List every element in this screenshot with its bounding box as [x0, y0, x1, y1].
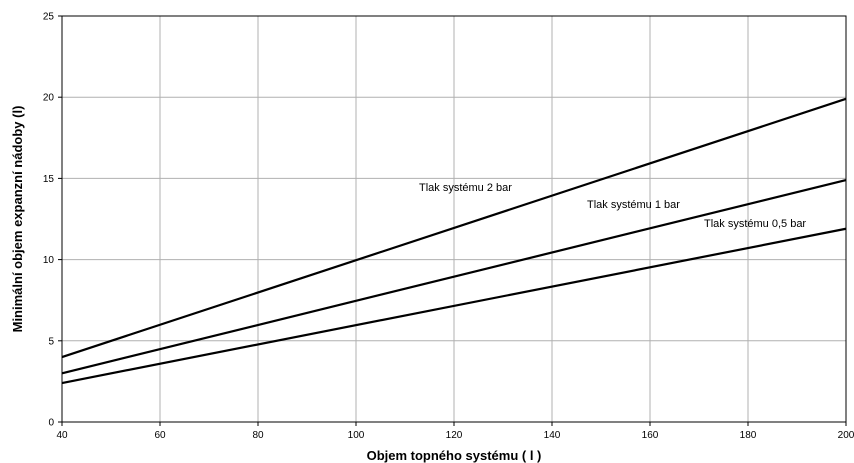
- x-axis-title: Objem topného systému ( l ): [367, 448, 542, 463]
- x-tick-label: 40: [56, 430, 68, 441]
- series-label-0: Tlak systému 2 bar: [419, 182, 512, 194]
- x-tick-label: 160: [642, 430, 659, 441]
- x-tick-label: 120: [446, 430, 463, 441]
- series-lines: [61, 97, 847, 385]
- y-tick-label: 20: [43, 93, 55, 104]
- y-tick-label: 25: [43, 12, 55, 23]
- x-tick-label: 140: [544, 430, 561, 441]
- series-labels: Tlak systému 2 bar Tlak systému 1 bar Tlak…: [419, 182, 806, 230]
- x-tick-label: 180: [740, 430, 757, 441]
- series-label-2: Tlak systému 0,5 bar: [704, 218, 806, 230]
- y-axis-title: Minimální objem expanzní nádoby (l): [10, 106, 25, 333]
- y-tick-label: 0: [48, 418, 54, 429]
- x-tick-label: 100: [348, 430, 365, 441]
- x-tick-label: 200: [838, 430, 854, 441]
- series-label-1: Tlak systému 1 bar: [587, 199, 680, 211]
- y-tick-label: 5: [48, 336, 54, 347]
- x-axis-ticks: 40 60 80 100 120 140 160 180 200: [56, 422, 854, 441]
- series-line-0: [61, 97, 847, 359]
- grid: [62, 16, 846, 422]
- x-tick-label: 60: [154, 430, 166, 441]
- y-axis-ticks: 0 5 10 15 20 25: [43, 12, 62, 429]
- y-tick-label: 15: [43, 174, 55, 185]
- series-line-1: [61, 178, 847, 375]
- y-tick-label: 10: [43, 255, 55, 266]
- series-line-2: [61, 227, 847, 385]
- x-tick-label: 80: [252, 430, 264, 441]
